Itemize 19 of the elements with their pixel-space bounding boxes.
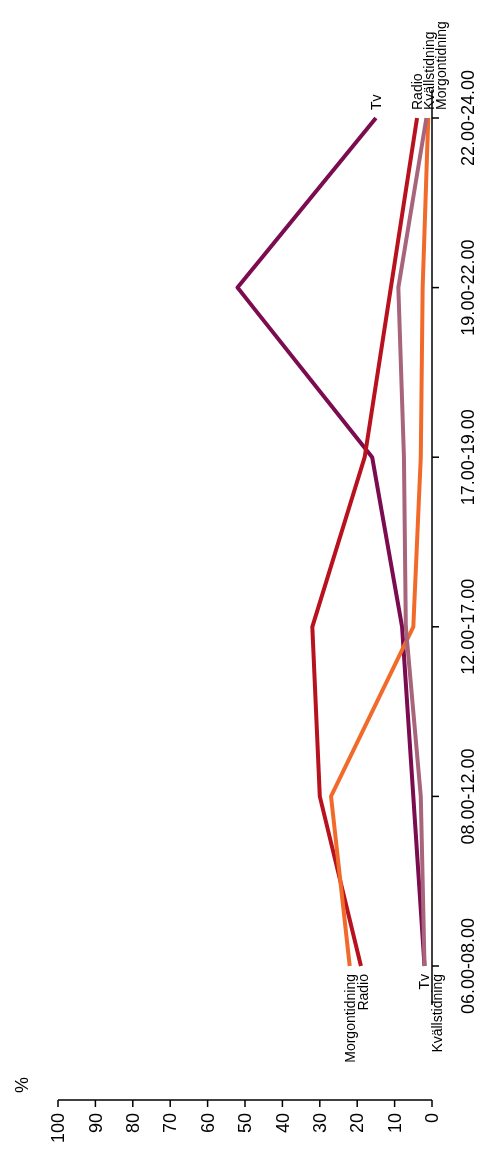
y-tick-label: 22.00-24.00 — [458, 69, 479, 167]
y-tick-label: 08.00-12.00 — [458, 748, 479, 845]
y-tick-label: 19.00-22.00 — [458, 239, 479, 336]
x-tick-label: 100 — [48, 1113, 69, 1144]
x-tick-label: 30 — [310, 1113, 331, 1134]
x-tick-label: 40 — [272, 1113, 293, 1134]
x-tick-label: 70 — [160, 1113, 181, 1134]
y-tick-label: 17.00-19.00 — [458, 409, 479, 506]
y-tick-label: 06.00-08.00 — [458, 917, 479, 1015]
x-tick-label: 80 — [123, 1113, 144, 1134]
text: Tv — [367, 94, 384, 110]
x-tick-label: 60 — [197, 1113, 218, 1134]
x-tick-label: 0 — [422, 1113, 443, 1124]
x-tick-label: 50 — [235, 1113, 256, 1134]
y-axis-title: % — [12, 1076, 33, 1094]
y-tick-label: 12.00-17.00 — [458, 578, 479, 675]
x-tick-label: 90 — [85, 1113, 106, 1134]
x-tick-label: 10 — [384, 1113, 405, 1134]
x-tick-label: 20 — [347, 1113, 368, 1134]
